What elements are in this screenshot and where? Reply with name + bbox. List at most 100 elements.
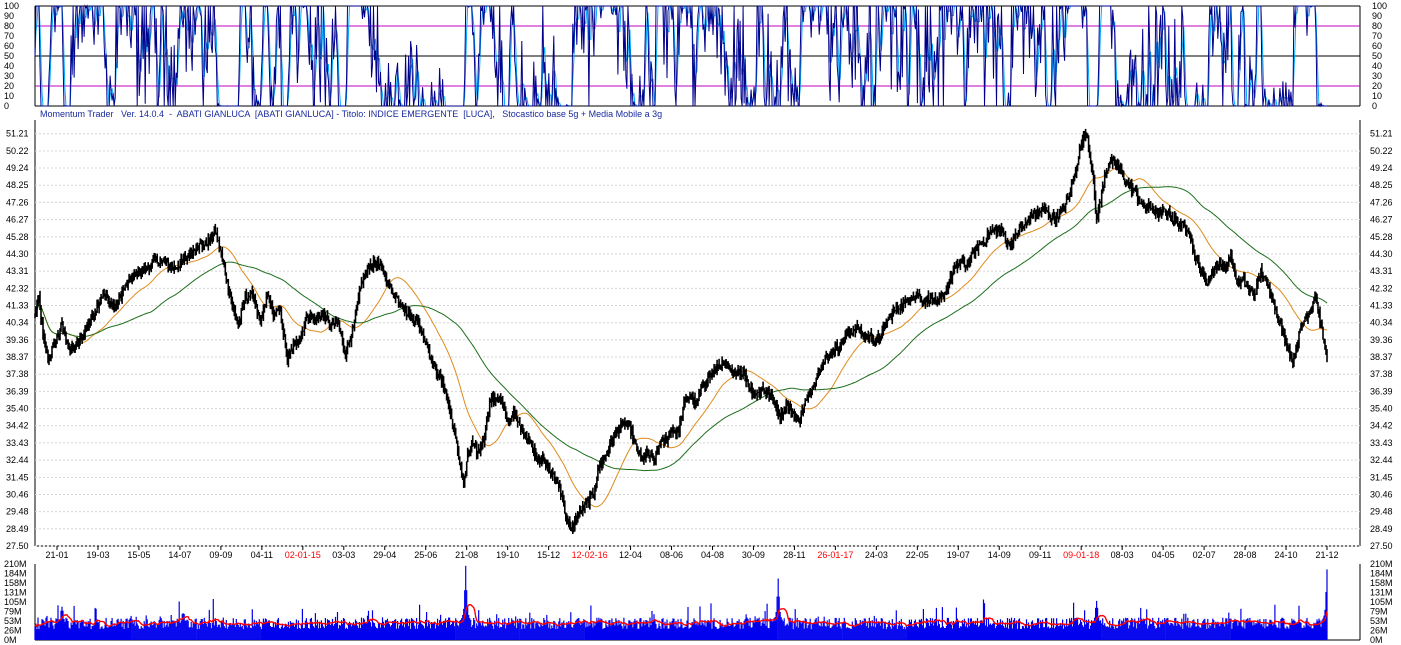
date-label: 30-09: [742, 550, 765, 560]
date-label: 26-01-17: [817, 550, 853, 560]
price-tick-right: 40.34: [1370, 318, 1393, 328]
price-tick-left: 31.45: [6, 472, 29, 482]
date-label: 29-04: [373, 550, 396, 560]
price-tick-right: 51.21: [1370, 129, 1393, 139]
date-label: 24-03: [865, 550, 888, 560]
price-tick-right: 47.26: [1370, 197, 1393, 207]
date-label: 22-05: [906, 550, 929, 560]
price-tick-left: 46.27: [6, 215, 29, 225]
price-tick-left: 43.31: [6, 266, 29, 276]
price-tick-right: 32.44: [1370, 455, 1393, 465]
stoch-tick-left: 30: [4, 71, 14, 81]
price-tick-left: 36.39: [6, 386, 29, 396]
price-tick-left: 41.33: [6, 301, 29, 311]
price-tick-left: 38.37: [6, 352, 29, 362]
date-axis: 21-01 19-03 15-05 14-07 09-09 04-11 02-01-15 03…: [45, 546, 1339, 560]
volume-tick-right: 79M: [1370, 606, 1388, 616]
date-label: 19-10: [496, 550, 519, 560]
stoch-tick-left: 20: [4, 81, 14, 91]
price-tick-left: 42.32: [6, 283, 29, 293]
stoch-tick-left: 80: [4, 21, 14, 31]
stoch-tick-right: 90: [1372, 11, 1382, 21]
volume-tick-left: 131M: [4, 588, 27, 598]
stoch-tick-left: 0: [4, 101, 9, 111]
price-tick-left: 27.50: [6, 541, 29, 551]
volume-tick-left: 210M: [4, 559, 27, 569]
stoch-tick-right: 80: [1372, 21, 1382, 31]
price-tick-right: 30.46: [1370, 490, 1393, 500]
date-label: 02-01-15: [285, 550, 321, 560]
price-tick-left: 45.28: [6, 232, 29, 242]
date-label: 12-04: [619, 550, 642, 560]
stoch-tick-left: 50: [4, 51, 14, 61]
price-tick-left: 30.46: [6, 490, 29, 500]
stoch-tick-left: 40: [4, 61, 14, 71]
date-label: 28-08: [1234, 550, 1257, 560]
price-tick-left: 44.30: [6, 249, 29, 259]
volume-tick-left: 53M: [4, 616, 22, 626]
date-label: 04-08: [701, 550, 724, 560]
price-tick-right: 45.28: [1370, 232, 1393, 242]
price-tick-right: 38.37: [1370, 352, 1393, 362]
price-tick-right: 28.49: [1370, 524, 1393, 534]
volume-tick-right: 131M: [1370, 588, 1393, 598]
stoch-signal-line: [34, 4, 1327, 108]
date-label: 08-03: [1111, 550, 1134, 560]
date-label: 21-12: [1315, 550, 1338, 560]
price-tick-right: 29.48: [1370, 507, 1393, 517]
stoch-tick-right: 40: [1372, 61, 1382, 71]
volume-tick-right: 26M: [1370, 626, 1388, 636]
price-panel: 27.50 27.50 28.49 28.49 29.48 29.48 30.46 30.46…: [6, 120, 1393, 551]
date-label: 09-01-18: [1063, 550, 1099, 560]
price-tick-left: 33.43: [6, 438, 29, 448]
volume-tick-left: 158M: [4, 578, 27, 588]
price-tick-left: 40.34: [6, 318, 29, 328]
date-label: 12-02-16: [572, 550, 608, 560]
price-tick-right: 41.33: [1370, 301, 1393, 311]
volume-tick-right: 210M: [1370, 559, 1393, 569]
price-tick-left: 35.40: [6, 404, 29, 414]
stoch-tick-right: 60: [1372, 41, 1382, 51]
volume-tick-left: 184M: [4, 568, 27, 578]
price-tick-right: 48.25: [1370, 180, 1393, 190]
stoch-tick-right: 20: [1372, 81, 1382, 91]
price-tick-right: 31.45: [1370, 472, 1393, 482]
stoch-tick-left: 10: [4, 91, 14, 101]
date-label: 03-03: [332, 550, 355, 560]
volume-tick-left: 0M: [4, 635, 17, 645]
date-label: 15-05: [127, 550, 150, 560]
price-tick-left: 39.36: [6, 335, 29, 345]
stoch-main-line: [34, 4, 1327, 108]
stoch-tick-right: 50: [1372, 51, 1382, 61]
price-tick-right: 46.27: [1370, 215, 1393, 225]
stoch-tick-right: 0: [1372, 101, 1377, 111]
price-tick-right: 39.36: [1370, 335, 1393, 345]
price-tick-right: 36.39: [1370, 386, 1393, 396]
date-label: 09-11: [1029, 550, 1051, 560]
date-label: 21-01: [45, 550, 68, 560]
price-tick-right: 33.43: [1370, 438, 1393, 448]
volume-tick-right: 0M: [1370, 635, 1383, 645]
price-tick-right: 27.50: [1370, 541, 1393, 551]
chart-caption: Momentum Trader Ver. 14.0.4 - ABATI GIAN…: [40, 109, 663, 119]
date-label: 04-11: [251, 550, 273, 560]
price-tick-right: 37.38: [1370, 369, 1393, 379]
date-label: 14-09: [988, 550, 1011, 560]
date-label: 28-11: [783, 550, 805, 560]
volume-tick-left: 26M: [4, 626, 22, 636]
volume-tick-right: 53M: [1370, 616, 1388, 626]
date-label: 04-05: [1152, 550, 1175, 560]
price-tick-left: 32.44: [6, 455, 29, 465]
date-label: 19-03: [86, 550, 109, 560]
price-tick-left: 29.48: [6, 507, 29, 517]
price-tick-left: 28.49: [6, 524, 29, 534]
price-tick-right: 34.42: [1370, 421, 1393, 431]
date-label: 02-07: [1193, 550, 1216, 560]
stoch-tick-right: 10: [1372, 91, 1382, 101]
price-tick-left: 51.21: [6, 129, 29, 139]
price-tick-right: 49.24: [1370, 163, 1393, 173]
stoch-tick-left: 70: [4, 31, 14, 41]
